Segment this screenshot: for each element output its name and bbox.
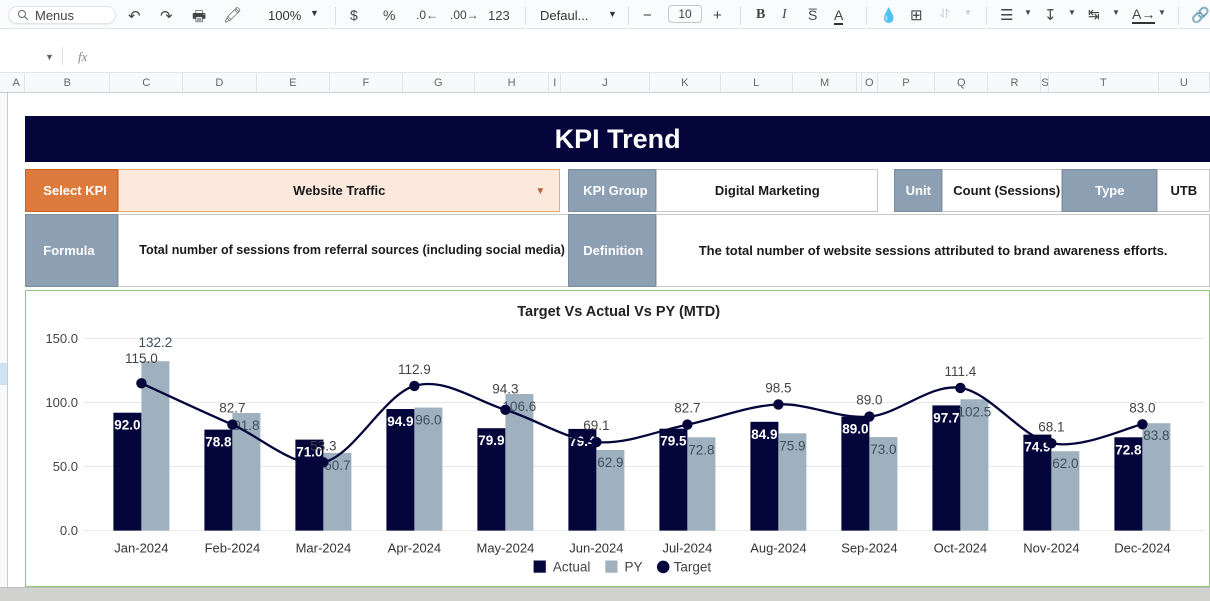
svg-text:Feb-2024: Feb-2024	[205, 540, 261, 555]
svg-text:89.0: 89.0	[857, 392, 883, 407]
svg-text:79.9: 79.9	[479, 433, 505, 448]
svg-text:92.0: 92.0	[115, 417, 141, 432]
svg-text:Actual: Actual	[553, 559, 591, 574]
svg-text:Jul-2024: Jul-2024	[663, 540, 713, 555]
svg-text:89.0: 89.0	[843, 421, 869, 436]
svg-text:83.8: 83.8	[1144, 428, 1170, 443]
svg-text:53.3: 53.3	[311, 438, 337, 453]
svg-text:72.8: 72.8	[689, 442, 715, 457]
svg-text:Nov-2024: Nov-2024	[1024, 540, 1080, 555]
svg-text:94.3: 94.3	[493, 381, 519, 396]
svg-text:102.5: 102.5	[958, 404, 992, 419]
svg-text:Aug-2024: Aug-2024	[751, 540, 807, 555]
svg-text:May-2024: May-2024	[477, 540, 535, 555]
svg-text:Oct-2024: Oct-2024	[934, 540, 987, 555]
svg-text:115.0: 115.0	[125, 351, 158, 366]
svg-text:50.0: 50.0	[53, 459, 78, 474]
svg-text:69.1: 69.1	[584, 418, 610, 433]
svg-text:79.5: 79.5	[661, 433, 688, 448]
svg-text:Jan-2024: Jan-2024	[115, 540, 169, 555]
svg-text:97.7: 97.7	[934, 410, 960, 425]
svg-text:Sep-2024: Sep-2024	[842, 540, 898, 555]
svg-text:78.8: 78.8	[206, 434, 233, 449]
svg-text:72.8: 72.8	[1116, 442, 1143, 457]
svg-text:Target: Target	[674, 559, 712, 574]
svg-text:73.0: 73.0	[871, 442, 897, 457]
svg-text:75.9: 75.9	[780, 438, 806, 453]
svg-text:Dec-2024: Dec-2024	[1115, 540, 1171, 555]
svg-text:82.7: 82.7	[220, 400, 246, 415]
svg-text:112.9: 112.9	[398, 361, 431, 376]
svg-text:132.2: 132.2	[139, 335, 173, 350]
svg-text:150.0: 150.0	[46, 330, 79, 345]
svg-text:111.4: 111.4	[945, 363, 977, 378]
svg-text:96.0: 96.0	[416, 412, 442, 427]
svg-text:68.1: 68.1	[1039, 419, 1065, 434]
svg-text:Jun-2024: Jun-2024	[570, 540, 624, 555]
svg-text:62.0: 62.0	[1053, 456, 1079, 471]
svg-text:98.5: 98.5	[766, 380, 792, 395]
svg-text:94.9: 94.9	[388, 414, 414, 429]
svg-text:100.0: 100.0	[46, 395, 79, 410]
svg-text:Apr-2024: Apr-2024	[388, 540, 441, 555]
svg-text:82.7: 82.7	[675, 400, 701, 415]
svg-text:0.0: 0.0	[60, 523, 78, 538]
svg-text:PY: PY	[625, 559, 643, 574]
svg-text:84.9: 84.9	[752, 426, 778, 441]
svg-text:62.9: 62.9	[598, 455, 624, 470]
svg-text:Mar-2024: Mar-2024	[296, 540, 352, 555]
svg-text:83.0: 83.0	[1130, 400, 1156, 415]
